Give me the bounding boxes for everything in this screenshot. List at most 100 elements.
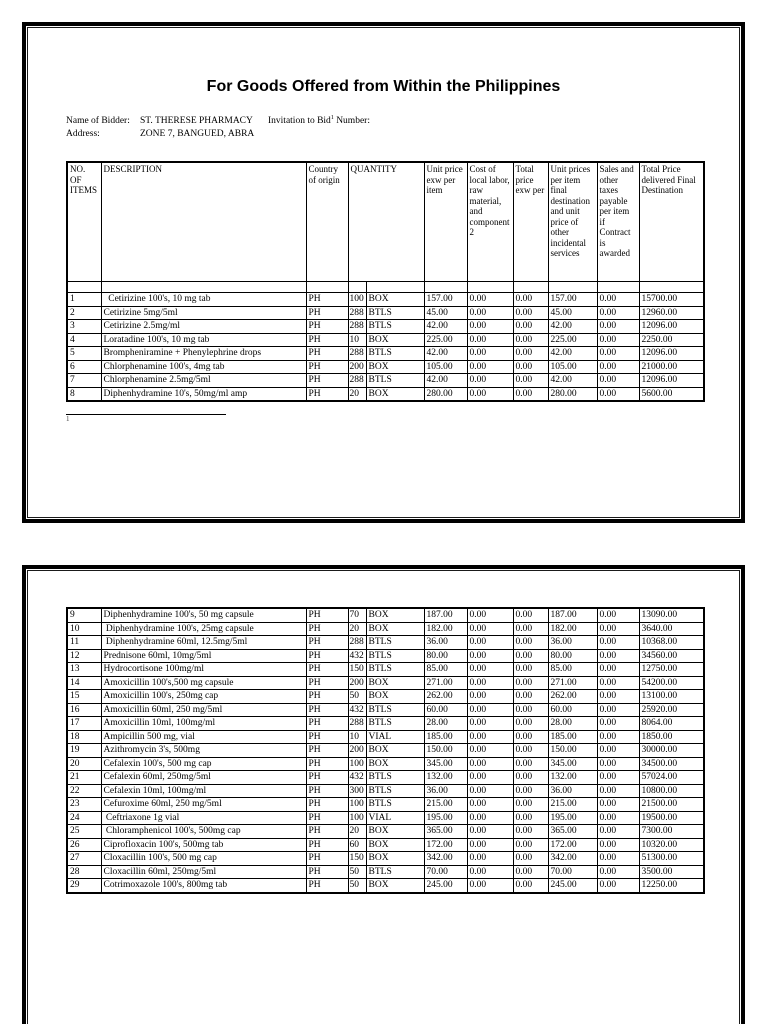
table-row: 5 Brompheniramine + Phenylephrine drops PH… (66, 346, 705, 361)
cell-country-of-origin: PH (305, 797, 349, 812)
address-value: ZONE 7, BANGUED, ABRA (140, 128, 255, 139)
cell-total-price-exw: 0.00 (512, 824, 549, 839)
cell-quantity-unit: BTLS (365, 346, 425, 361)
cell-country-of-origin: PH (305, 810, 349, 825)
cell-quantity-number: 70 (347, 607, 367, 623)
cell-quantity-unit: BOX (365, 689, 425, 704)
cell-quantity-unit: BTLS (365, 648, 425, 663)
cell-country-of-origin: PH (305, 716, 349, 731)
cell-unit-price-final-destination: 280.00 (547, 386, 598, 402)
cell-quantity-number: 100 (347, 292, 367, 307)
cell-quantity-unit: VIAL (365, 729, 425, 744)
cell-country-of-origin: PH (305, 837, 349, 852)
cell-total-price-exw: 0.00 (512, 675, 549, 690)
cell-cost-local-labor: 0.00 (466, 648, 514, 663)
cell-description: Diphenhydramine 100's, 50 mg capsule (100, 607, 307, 623)
header-cell-total-price-exw: Unit prices per item final destination a… (547, 161, 598, 282)
cell-cost-local-labor: 0.00 (466, 864, 514, 879)
cell-description: Prednisone 60ml, 10mg/5ml (100, 648, 307, 663)
cell-quantity-number: 288 (347, 635, 367, 650)
cell-unit-price-final-destination: 172.00 (547, 837, 598, 852)
cell-unit-price-exw: 132.00 (423, 770, 468, 785)
cell-quantity-number: 100 (347, 756, 367, 771)
cell-cost-local-labor: 0.00 (466, 783, 514, 798)
cell-sales-other-taxes: 0.00 (596, 810, 640, 825)
cell-cost-local-labor: 0.00 (466, 386, 514, 402)
cell-unit-price-final-destination: 271.00 (547, 675, 598, 690)
cell-unit-price-exw: 225.00 (423, 332, 468, 347)
header-cell-quantity-unit: Unit price exw per item (423, 161, 468, 282)
cell-sales-other-taxes: 0.00 (596, 373, 640, 388)
cell-country-of-origin: PH (305, 607, 349, 623)
cell-cost-local-labor: 0.00 (466, 878, 514, 893)
cell-description: Diphenhydramine 10's, 50mg/ml amp (100, 386, 307, 402)
cell-country-of-origin: PH (305, 878, 349, 893)
cell-total-price-delivered: 13100.00 (638, 689, 705, 704)
cell-cost-local-labor: 0.00 (466, 743, 514, 758)
table-row: 27 Cloxacillin 100's, 500 mg cap PH 150 BOX 3… (66, 851, 705, 866)
cell-total-price-exw: 0.00 (512, 648, 549, 663)
cell-cost-local-labor: 0.00 (466, 770, 514, 785)
cell-unit-price-exw: 271.00 (423, 675, 468, 690)
cell-sales-other-taxes: 0.00 (596, 864, 640, 879)
cell-unit-price-exw: 36.00 (423, 783, 468, 798)
cell-total-price-exw: 0.00 (512, 346, 549, 361)
cell-quantity-number: 300 (347, 783, 367, 798)
cell-quantity-unit: BTLS (365, 797, 425, 812)
spacer-cell (638, 281, 705, 293)
cell-description: Chlorphenamine 100's, 4mg tab (100, 359, 307, 374)
cell-sales-other-taxes: 0.00 (596, 716, 640, 731)
cell-total-price-exw: 0.00 (512, 359, 549, 374)
cell-unit-price-exw: 157.00 (423, 292, 468, 307)
cell-description: Brompheniramine + Phenylephrine drops (100, 346, 307, 361)
cell-unit-price-final-destination: 262.00 (547, 689, 598, 704)
page-2: 9 Diphenhydramine 100's, 50 mg capsule PH 7… (22, 565, 745, 1024)
cell-unit-price-final-destination: 45.00 (547, 305, 598, 320)
cell-cost-local-labor: 0.00 (466, 851, 514, 866)
cell-item-no: 6 (66, 359, 102, 374)
cell-total-price-exw: 0.00 (512, 864, 549, 879)
cell-cost-local-labor: 0.00 (466, 675, 514, 690)
cell-cost-local-labor: 0.00 (466, 689, 514, 704)
cell-description: Amoxicillin 100's,500 mg capsule (100, 675, 307, 690)
cell-quantity-number: 432 (347, 702, 367, 717)
cell-country-of-origin: PH (305, 864, 349, 879)
cell-quantity-unit: BTLS (365, 662, 425, 677)
cell-country-of-origin: PH (305, 729, 349, 744)
cell-total-price-exw: 0.00 (512, 837, 549, 852)
cell-country-of-origin: PH (305, 851, 349, 866)
table-row: 3 Cetirizine 2.5mg/ml PH 288 BTLS 42.00 0.00 0.… (66, 319, 705, 334)
cell-quantity-unit: BOX (365, 332, 425, 347)
spacer-cell (512, 281, 549, 293)
cell-sales-other-taxes: 0.00 (596, 837, 640, 852)
cell-quantity-number: 288 (347, 346, 367, 361)
cell-item-no: 18 (66, 729, 102, 744)
cell-total-price-exw: 0.00 (512, 635, 549, 650)
cell-description: Chlorphenamine 2.5mg/5ml (100, 373, 307, 388)
cell-total-price-delivered: 12096.00 (638, 346, 705, 361)
cell-unit-price-exw: 28.00 (423, 716, 468, 731)
cell-total-price-exw: 0.00 (512, 783, 549, 798)
cell-item-no: 12 (66, 648, 102, 663)
cell-quantity-unit: BTLS (365, 770, 425, 785)
cell-quantity-number: 50 (347, 689, 367, 704)
header-cell-cost-local-labor: Total price exw per (512, 161, 549, 282)
cell-cost-local-labor: 0.00 (466, 635, 514, 650)
table-row: 29 Cotrimoxazole 100's, 800mg tab PH 50 BOX 2… (66, 878, 705, 893)
cell-item-no: 13 (66, 662, 102, 677)
cell-unit-price-final-destination: 182.00 (547, 621, 598, 636)
cell-item-no: 10 (66, 621, 102, 636)
table-row: 28 Cloxacillin 60ml, 250mg/5ml PH 50 BTLS 70.… (66, 864, 705, 879)
invitation-footnote-marker: 1 (330, 114, 334, 121)
cell-quantity-number: 200 (347, 675, 367, 690)
cell-description: Amoxicillin 10ml, 100mg/ml (100, 716, 307, 731)
cell-quantity-number: 432 (347, 648, 367, 663)
cell-quantity-unit: BTLS (365, 305, 425, 320)
cell-item-no: 3 (66, 319, 102, 334)
cell-cost-local-labor: 0.00 (466, 756, 514, 771)
invitation-label-text-2: Number: (336, 116, 370, 126)
table-row: 25 Chloramphenicol 100's, 500mg cap PH 20 B… (66, 824, 705, 839)
cell-total-price-exw: 0.00 (512, 373, 549, 388)
cell-description: Cefalexin 60ml, 250mg/5ml (100, 770, 307, 785)
cell-item-no: 7 (66, 373, 102, 388)
